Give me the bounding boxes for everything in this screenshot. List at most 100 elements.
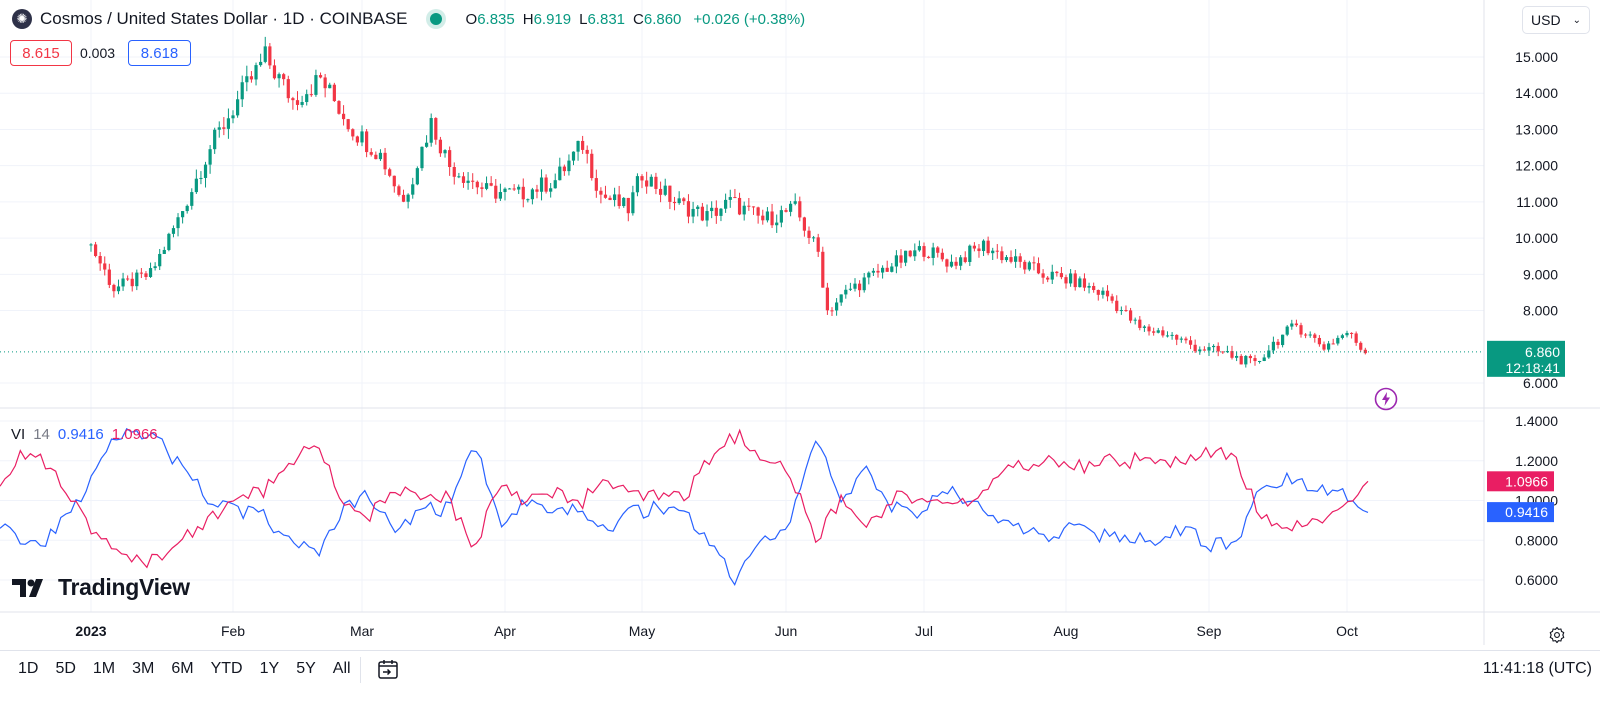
candle-body: [1087, 286, 1091, 288]
candle-body: [751, 206, 756, 208]
vi-legend[interactable]: VI 14 0.9416 1.0966: [11, 426, 158, 443]
gear-icon[interactable]: [1548, 626, 1566, 644]
candle-body: [153, 266, 157, 269]
candle-body: [526, 199, 530, 201]
candle-body: [567, 160, 571, 172]
candle-body: [682, 198, 686, 202]
utc-clock[interactable]: 11:41:18 (UTC): [1482, 660, 1592, 677]
candle-body: [558, 166, 562, 181]
candle-body: [401, 194, 406, 202]
candle-body: [1073, 273, 1077, 288]
candle-body: [1041, 273, 1045, 278]
candle-body: [365, 131, 369, 153]
candle-body: [1138, 319, 1142, 328]
range-button-1d[interactable]: 1D: [18, 660, 39, 677]
candle-body: [1267, 350, 1271, 358]
candle-body: [512, 188, 516, 190]
time-tick-label: Mar: [350, 623, 374, 639]
candle-body: [1188, 340, 1193, 345]
candle-body: [858, 283, 862, 291]
candle-body: [700, 206, 704, 221]
candle-body: [1202, 349, 1206, 351]
candle-body: [603, 194, 608, 198]
candle-body: [1161, 330, 1165, 336]
candle-body: [1004, 257, 1009, 261]
currency-label: USD: [1531, 12, 1561, 28]
candle-body: [635, 176, 640, 193]
candle-body: [876, 270, 880, 273]
candle-body: [272, 65, 277, 79]
time-tick-label: Sep: [1197, 623, 1222, 639]
range-button-all[interactable]: All: [332, 660, 351, 677]
candle-body: [761, 215, 765, 221]
candle-body: [724, 199, 728, 209]
price-tick-label: 15.000: [1515, 49, 1558, 65]
time-tick-label: Feb: [221, 623, 245, 639]
candle-body: [1110, 296, 1114, 301]
time-tick-label: Apr: [494, 623, 516, 639]
candle-body: [1101, 290, 1105, 295]
sell-price-button[interactable]: 8.615: [10, 40, 72, 66]
candle-body: [1133, 319, 1137, 321]
candle-body: [457, 176, 461, 178]
candle-body: [789, 203, 793, 212]
candle-body: [848, 288, 852, 290]
candle-body: [1207, 347, 1211, 351]
candle-body: [696, 206, 700, 209]
candle-body: [1244, 356, 1248, 365]
candle-body: [658, 188, 663, 195]
candle-body: [489, 183, 493, 186]
tradingview-mark-icon: [12, 578, 43, 597]
tradingview-logo[interactable]: TradingView: [12, 574, 190, 601]
time-tick-label: Jun: [775, 623, 798, 639]
candle-body: [945, 259, 949, 267]
candle-body: [747, 205, 751, 207]
candle-body: [839, 294, 843, 303]
vi-minus-badge-label: 1.0966: [1505, 473, 1548, 489]
candle-body: [263, 46, 267, 62]
candle-body: [705, 211, 709, 221]
range-button-1m[interactable]: 1M: [92, 660, 116, 677]
candle-body: [337, 101, 341, 114]
time-tick-label: Aug: [1054, 623, 1079, 639]
candle-body: [972, 245, 976, 249]
candle-body: [328, 84, 332, 89]
last-price-badge: [1487, 340, 1565, 377]
range-button-ytd[interactable]: YTD: [210, 660, 243, 677]
candle-body: [904, 250, 908, 263]
candle-body: [295, 100, 300, 105]
candle-body: [448, 150, 452, 168]
candle-body: [181, 211, 185, 218]
range-button-3m[interactable]: 3M: [132, 660, 155, 677]
buy-price-button[interactable]: 8.618: [128, 40, 191, 66]
symbol-title[interactable]: Cosmos / United States Dollar · 1D · COI…: [40, 9, 408, 28]
currency-select[interactable]: USD ⌄: [1522, 6, 1590, 34]
lightning-icon[interactable]: [1374, 387, 1398, 411]
candle-body: [654, 176, 658, 189]
vi-minus-badge: [1487, 471, 1554, 492]
candle-body: [240, 82, 244, 100]
candle-body: [844, 289, 848, 295]
candle-body: [93, 244, 98, 257]
candle-body: [1271, 341, 1275, 351]
range-button-5y[interactable]: 5Y: [296, 660, 316, 677]
candle-body: [1340, 335, 1344, 338]
candle-body: [226, 118, 231, 129]
candle-body: [1239, 355, 1243, 365]
calendar-range-icon[interactable]: [376, 657, 400, 681]
candle-body: [309, 94, 313, 96]
last-price-label: 6.860: [1525, 344, 1560, 360]
candle-body: [341, 113, 346, 120]
candle-body: [378, 152, 383, 160]
range-button-5d[interactable]: 5D: [55, 660, 76, 677]
candle-body: [1092, 286, 1096, 291]
candle-body: [438, 139, 443, 154]
ohlc-open-key: O: [465, 10, 478, 28]
candle-body: [1262, 357, 1266, 362]
candle-body: [853, 283, 857, 289]
candle-body: [277, 74, 281, 79]
range-button-6m[interactable]: 6M: [171, 660, 194, 677]
range-button-1y[interactable]: 1Y: [259, 660, 280, 677]
market-status-dot: [429, 13, 442, 25]
